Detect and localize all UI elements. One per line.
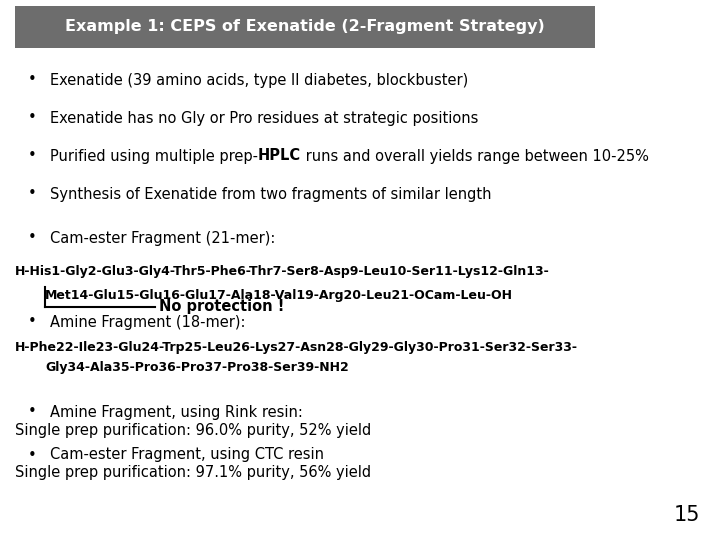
Text: Cam-ester Fragment (21-mer):: Cam-ester Fragment (21-mer):	[50, 231, 275, 246]
Text: •: •	[28, 148, 37, 164]
Text: Single prep purification: 97.1% purity, 56% yield: Single prep purification: 97.1% purity, …	[15, 465, 371, 481]
Text: Gly34-Ala35-Pro36-Pro37-Pro38-Ser39-NH2: Gly34-Ala35-Pro36-Pro37-Pro38-Ser39-NH2	[45, 361, 348, 375]
Text: 15: 15	[673, 505, 700, 525]
Text: H-His1-Gly2-Glu3-Gly4-Thr5-Phe6-Thr7-Ser8-Asp9-Leu10-Ser11-Lys12-Gln13-: H-His1-Gly2-Glu3-Gly4-Thr5-Phe6-Thr7-Ser…	[15, 266, 550, 279]
Text: Exenatide (39 amino acids, type II diabetes, blockbuster): Exenatide (39 amino acids, type II diabe…	[50, 72, 468, 87]
Text: Exenatide has no Gly or Pro residues at strategic positions: Exenatide has no Gly or Pro residues at …	[50, 111, 478, 125]
Text: •: •	[28, 186, 37, 201]
Text: runs and overall yields range between 10-25%: runs and overall yields range between 10…	[301, 148, 649, 164]
Text: HPLC: HPLC	[258, 148, 301, 164]
Text: Cam-ester Fragment, using CTC resin: Cam-ester Fragment, using CTC resin	[50, 448, 324, 462]
Text: •: •	[28, 111, 37, 125]
Text: Amine Fragment, using Rink resin:: Amine Fragment, using Rink resin:	[50, 404, 303, 420]
Text: No protection !: No protection !	[159, 300, 284, 314]
Text: •: •	[28, 404, 37, 420]
Text: •: •	[28, 314, 37, 329]
Text: Met14-Glu15-Glu16-Glu17-Ala18-Val19-Arg20-Leu21-OCam-Leu-OH: Met14-Glu15-Glu16-Glu17-Ala18-Val19-Arg2…	[45, 288, 513, 301]
Text: Example 1: CEPS of Exenatide (2-Fragment Strategy): Example 1: CEPS of Exenatide (2-Fragment…	[65, 19, 545, 35]
Bar	[15, 6, 595, 48]
Text: H-Phe22-Ile23-Glu24-Trp25-Leu26-Lys27-Asn28-Gly29-Gly30-Pro31-Ser32-Ser33-: H-Phe22-Ile23-Glu24-Trp25-Leu26-Lys27-As…	[15, 341, 578, 354]
Text: Single prep purification: 96.0% purity, 52% yield: Single prep purification: 96.0% purity, …	[15, 422, 372, 437]
Text: Amine Fragment (18-mer):: Amine Fragment (18-mer):	[50, 314, 246, 329]
Text: •: •	[28, 231, 37, 246]
Text: •: •	[28, 72, 37, 87]
Text: Purified using multiple prep-: Purified using multiple prep-	[50, 148, 258, 164]
Text: Synthesis of Exenatide from two fragments of similar length: Synthesis of Exenatide from two fragment…	[50, 186, 492, 201]
Text: •: •	[28, 448, 37, 462]
